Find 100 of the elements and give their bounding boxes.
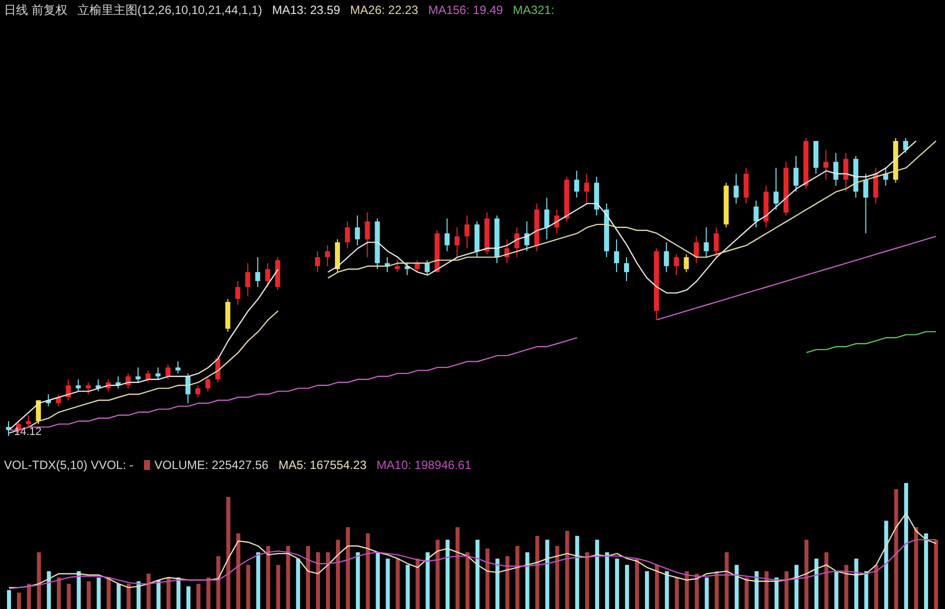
- bar: [36, 552, 41, 609]
- bar: [226, 496, 230, 609]
- candlestick: [464, 214, 470, 249]
- bar: [535, 536, 540, 609]
- bar: [754, 571, 759, 609]
- bar: [854, 558, 858, 609]
- bar: [26, 584, 31, 609]
- text: MA5: 167554.23: [278, 458, 367, 472]
- candlestick: [36, 400, 41, 425]
- bar: [824, 552, 828, 609]
- chart-title: 日线 前复权: [4, 2, 68, 18]
- bar: [924, 533, 928, 609]
- bar: [436, 540, 440, 609]
- chart-title: VOL-TDX(5,10) VVOL: -: [4, 458, 134, 472]
- candlestick: [315, 250, 320, 273]
- bar: [794, 564, 798, 609]
- bar: [166, 578, 170, 609]
- candlestick: [255, 256, 260, 288]
- bar: [366, 533, 370, 609]
- bar: [7, 590, 11, 609]
- bar: [86, 581, 91, 609]
- bar: [515, 546, 520, 609]
- candlestick: [823, 149, 828, 180]
- candlestick: [454, 226, 460, 258]
- bar: [525, 552, 530, 609]
- bar: [724, 552, 729, 609]
- candlestick: [344, 220, 350, 249]
- bar: [764, 571, 769, 609]
- bar: [246, 564, 250, 609]
- candlestick: [245, 262, 250, 296]
- bar: [814, 558, 818, 609]
- bar: [704, 578, 709, 609]
- bar: [605, 552, 610, 609]
- candlestick: [364, 212, 370, 258]
- candlestick: [903, 138, 908, 154]
- bar: [575, 536, 580, 609]
- candlestick: [754, 200, 759, 228]
- bar: [664, 571, 669, 609]
- candlestick: [574, 170, 580, 198]
- bar: [426, 552, 430, 609]
- candlestick: [714, 226, 719, 258]
- bar: [874, 564, 878, 609]
- bar: [634, 558, 639, 609]
- bar: [476, 540, 480, 609]
- candlestick: [76, 378, 81, 392]
- candlestick: [793, 155, 798, 192]
- bar: [286, 546, 290, 609]
- bar: [156, 580, 161, 609]
- bar: [784, 571, 789, 609]
- candlestick: [66, 378, 71, 401]
- bar: [485, 548, 490, 609]
- chart-subtitle: 立榆里主图(12,26,10,10,21,44,1,1): [77, 2, 262, 18]
- bar: [76, 571, 81, 609]
- bar: [446, 540, 450, 609]
- bar: [744, 578, 749, 609]
- text: MA26: 22.23: [350, 3, 418, 17]
- bar: [466, 552, 470, 609]
- candlestick: [674, 254, 679, 276]
- candlestick: [584, 173, 590, 204]
- bar: [585, 552, 590, 609]
- candlestick: [444, 218, 450, 252]
- bar: [216, 556, 220, 609]
- bar: [126, 584, 131, 609]
- candlestick: [624, 256, 630, 282]
- bar: [256, 552, 260, 609]
- candlestick: [744, 167, 749, 204]
- bar: [844, 564, 848, 609]
- bar: [595, 540, 600, 609]
- bar: [206, 578, 210, 609]
- bar: [644, 571, 649, 609]
- candlestick: [704, 226, 709, 258]
- candlestick: [235, 280, 240, 306]
- candlestick: [146, 370, 151, 383]
- bar: [116, 584, 121, 609]
- bar: [884, 520, 888, 609]
- bar: [565, 530, 570, 609]
- candlestick: [694, 236, 699, 264]
- candlestick: [514, 226, 520, 258]
- bar: [555, 546, 560, 609]
- bar: [774, 578, 779, 609]
- bar: [376, 552, 380, 609]
- bar: [834, 571, 838, 609]
- bar: [615, 558, 620, 609]
- bar: [864, 571, 868, 609]
- bar: [674, 578, 679, 609]
- bar: [386, 558, 390, 609]
- candlestick: [614, 238, 620, 273]
- bar: [106, 578, 111, 609]
- text: MA10: 198946.61: [376, 458, 472, 472]
- bar: [416, 558, 420, 609]
- candlestick: [136, 366, 141, 383]
- legend-label: VOLUME: 225427.56: [154, 458, 268, 472]
- bar: [56, 578, 61, 609]
- bar: [406, 564, 410, 609]
- bar: [734, 564, 739, 609]
- candlestick: [774, 167, 779, 210]
- bar: [545, 540, 550, 609]
- bar: [505, 556, 510, 609]
- bar: [894, 489, 898, 609]
- bar: [266, 546, 270, 609]
